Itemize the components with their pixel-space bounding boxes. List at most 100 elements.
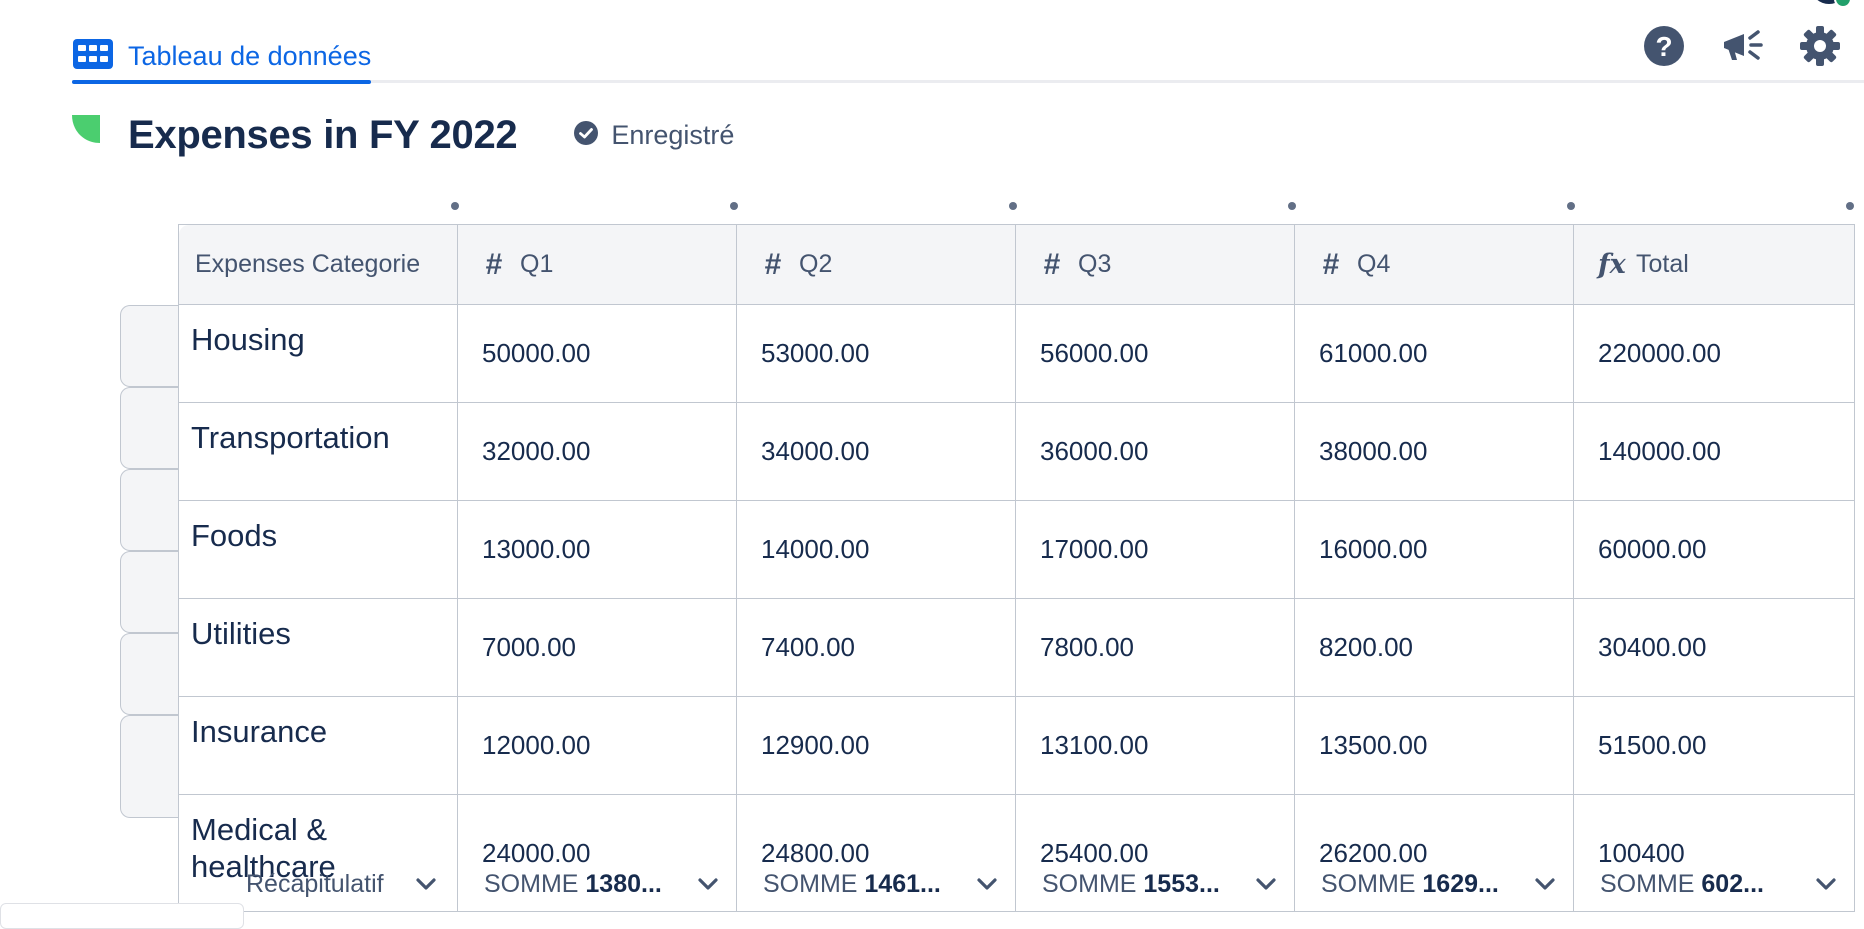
column-resize-handle[interactable] bbox=[730, 202, 738, 210]
tab-active-indicator bbox=[72, 80, 372, 84]
tab-data-table[interactable]: Tableau de données bbox=[72, 28, 372, 84]
summary-q3-dropdown[interactable]: SOMME 1553... bbox=[1042, 862, 1220, 906]
table-row: Insurance 12000.00 12900.00 13100.00 135… bbox=[178, 696, 1855, 795]
chevron-down-icon[interactable] bbox=[1812, 870, 1840, 898]
tab-label: Tableau de données bbox=[128, 40, 372, 71]
cell-q4[interactable]: 61000.00 bbox=[1294, 304, 1574, 403]
column-resize-handle[interactable] bbox=[1567, 202, 1575, 210]
cell-q3[interactable]: 7800.00 bbox=[1015, 598, 1295, 697]
cell-category[interactable]: Medical & healthcare bbox=[178, 794, 458, 912]
cell-total[interactable]: 30400.00 bbox=[1573, 598, 1855, 697]
bottom-left-panel bbox=[0, 903, 244, 929]
row-handle[interactable] bbox=[120, 387, 178, 469]
summary-label-dropdown[interactable]: Récapitulatif bbox=[246, 862, 384, 906]
number-type-icon: # bbox=[1043, 247, 1061, 281]
chevron-down-icon[interactable] bbox=[973, 870, 1001, 898]
summary-q2-dropdown[interactable]: SOMME 1461... bbox=[763, 862, 941, 906]
summary-value: 1461... bbox=[864, 869, 941, 898]
cell-category[interactable]: Foods bbox=[178, 500, 458, 599]
summary-value: 602... bbox=[1701, 869, 1764, 898]
row-handle[interactable] bbox=[120, 633, 178, 715]
cell-total[interactable]: 140000.00 bbox=[1573, 402, 1855, 501]
cell-total[interactable]: 51500.00 bbox=[1573, 696, 1855, 795]
cell-q3[interactable]: 56000.00 bbox=[1015, 304, 1295, 403]
data-table: Expenses Categorie # Q1 # Q2 # Q3 # Q4 fx Tot… bbox=[178, 224, 1855, 912]
page-emoji-icon[interactable] bbox=[72, 115, 100, 143]
cell-q4[interactable]: 16000.00 bbox=[1294, 500, 1574, 599]
cell-q4[interactable]: 38000.00 bbox=[1294, 402, 1574, 501]
cell-category[interactable]: Transportation bbox=[178, 402, 458, 501]
cell-category[interactable]: Insurance bbox=[178, 696, 458, 795]
settings-gear-icon bbox=[1799, 25, 1841, 72]
cell-q2[interactable]: 34000.00 bbox=[736, 402, 1016, 501]
svg-text:?: ? bbox=[1655, 31, 1672, 62]
cell-q3[interactable]: 13100.00 bbox=[1015, 696, 1295, 795]
cell-q1[interactable]: 13000.00 bbox=[457, 500, 737, 599]
cell-q2[interactable]: 7400.00 bbox=[736, 598, 1016, 697]
page-title: Expenses in FY 2022 bbox=[128, 112, 518, 157]
cell-category[interactable]: Utilities bbox=[178, 598, 458, 697]
chevron-down-icon[interactable] bbox=[1531, 870, 1559, 898]
cell-q2[interactable]: 12900.00 bbox=[736, 696, 1016, 795]
cell-total[interactable]: 60000.00 bbox=[1573, 500, 1855, 599]
cell-q1[interactable]: 12000.00 bbox=[457, 696, 737, 795]
column-resize-handle[interactable] bbox=[451, 202, 459, 210]
row-handle[interactable] bbox=[120, 715, 178, 818]
column-resize-handle[interactable] bbox=[1009, 202, 1017, 210]
number-type-icon: # bbox=[764, 247, 782, 281]
announcements-button[interactable] bbox=[1718, 24, 1766, 72]
summary-total-dropdown[interactable]: SOMME 602... bbox=[1600, 862, 1764, 906]
column-header-q2[interactable]: # Q2 bbox=[736, 224, 1016, 305]
help-icon: ? bbox=[1643, 25, 1685, 72]
cell-q2[interactable]: 24800.00 bbox=[736, 794, 1016, 912]
column-header-label: Q4 bbox=[1357, 250, 1391, 278]
cell-category[interactable]: Housing bbox=[178, 304, 458, 403]
column-header-q4[interactable]: # Q4 bbox=[1294, 224, 1574, 305]
column-header-label: Q1 bbox=[520, 250, 554, 278]
column-header-q1[interactable]: # Q1 bbox=[457, 224, 737, 305]
row-handle[interactable] bbox=[120, 469, 178, 551]
cell-total[interactable]: 220000.00 bbox=[1573, 304, 1855, 403]
cell-q4[interactable]: 26200.00 bbox=[1294, 794, 1574, 912]
column-header-q3[interactable]: # Q3 bbox=[1015, 224, 1295, 305]
cell-total[interactable]: 100400 bbox=[1573, 794, 1855, 912]
table-grid-icon bbox=[72, 38, 114, 75]
chevron-down-icon[interactable] bbox=[412, 870, 440, 898]
cell-q2[interactable]: 53000.00 bbox=[736, 304, 1016, 403]
cell-q4[interactable]: 13500.00 bbox=[1294, 696, 1574, 795]
cell-q4[interactable]: 8200.00 bbox=[1294, 598, 1574, 697]
cell-q3[interactable]: 17000.00 bbox=[1015, 500, 1295, 599]
top-toolbar: ? bbox=[1640, 24, 1844, 72]
cell-q1[interactable]: 32000.00 bbox=[457, 402, 737, 501]
table-header-row: Expenses Categorie # Q1 # Q2 # Q3 # Q4 fx Tot… bbox=[178, 224, 1855, 305]
chevron-down-icon[interactable] bbox=[1252, 870, 1280, 898]
summary-value: 1380... bbox=[585, 869, 662, 898]
chevron-down-icon[interactable] bbox=[694, 870, 722, 898]
column-header-label: Q2 bbox=[799, 250, 833, 278]
summary-value: 1553... bbox=[1143, 869, 1220, 898]
cell-q1[interactable]: 24000.00 bbox=[457, 794, 737, 912]
table-row: Medical & healthcare 24000.00 24800.00 2… bbox=[178, 794, 1855, 912]
column-header-total[interactable]: fx Total bbox=[1573, 224, 1855, 305]
row-handle[interactable] bbox=[120, 305, 178, 387]
column-resize-handle[interactable] bbox=[1288, 202, 1296, 210]
table-row: Utilities 7000.00 7400.00 7800.00 8200.0… bbox=[178, 598, 1855, 697]
cell-q3[interactable]: 25400.00 bbox=[1015, 794, 1295, 912]
presence-status-dot bbox=[1834, 0, 1852, 8]
summary-q4-dropdown[interactable]: SOMME 1629... bbox=[1321, 862, 1499, 906]
summary-aggregate-label: SOMME bbox=[484, 869, 579, 898]
column-header-category[interactable]: Expenses Categorie bbox=[178, 224, 458, 305]
summary-aggregate-label: SOMME bbox=[1042, 869, 1137, 898]
settings-button[interactable] bbox=[1796, 24, 1844, 72]
summary-q1-dropdown[interactable]: SOMME 1380... bbox=[484, 862, 662, 906]
avatar[interactable] bbox=[1812, 0, 1852, 8]
row-handle[interactable] bbox=[120, 551, 178, 633]
cell-q3[interactable]: 36000.00 bbox=[1015, 402, 1295, 501]
cell-q2[interactable]: 14000.00 bbox=[736, 500, 1016, 599]
summary-aggregate-label: SOMME bbox=[1600, 869, 1695, 898]
help-button[interactable]: ? bbox=[1640, 24, 1688, 72]
save-status-text: Enregistré bbox=[611, 119, 735, 150]
column-resize-handle[interactable] bbox=[1846, 202, 1854, 210]
cell-q1[interactable]: 50000.00 bbox=[457, 304, 737, 403]
cell-q1[interactable]: 7000.00 bbox=[457, 598, 737, 697]
